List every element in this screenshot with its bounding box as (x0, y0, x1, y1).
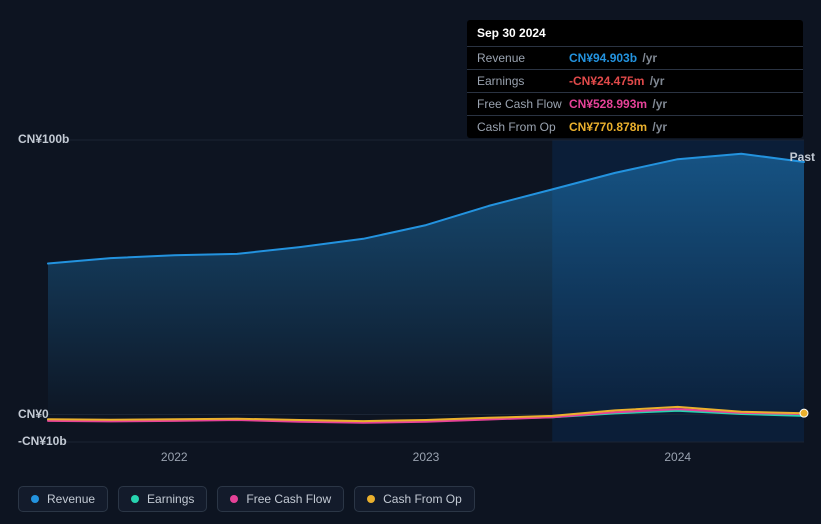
tooltip-row-value: CN¥528.993m /yr (569, 97, 667, 111)
chart-legend: Revenue Earnings Free Cash Flow Cash From O… (18, 486, 475, 512)
x-axis-tick: 2023 (413, 450, 440, 464)
tooltip-row-value: CN¥770.878m /yr (569, 120, 667, 134)
y-axis-tick: CN¥0 (18, 407, 49, 421)
tooltip-row-label: Cash From Op (477, 120, 569, 134)
legend-item-label: Cash From Op (383, 492, 462, 506)
legend-item-earnings[interactable]: Earnings (118, 486, 207, 512)
tooltip-row: Cash From OpCN¥770.878m /yr (467, 116, 803, 138)
tooltip-row-label: Revenue (477, 51, 569, 65)
legend-item-label: Revenue (47, 492, 95, 506)
legend-item-label: Free Cash Flow (246, 492, 331, 506)
tooltip-row-value: -CN¥24.475m /yr (569, 74, 664, 88)
legend-dot-icon (31, 495, 39, 503)
x-axis-tick: 2022 (161, 450, 188, 464)
past-label: Past (790, 150, 815, 164)
tooltip-row: RevenueCN¥94.903b /yr (467, 47, 803, 70)
legend-item-fcf[interactable]: Free Cash Flow (217, 486, 344, 512)
legend-item-label: Earnings (147, 492, 194, 506)
legend-dot-icon (131, 495, 139, 503)
legend-item-revenue[interactable]: Revenue (18, 486, 108, 512)
y-axis-tick: CN¥100b (18, 132, 69, 146)
legend-dot-icon (230, 495, 238, 503)
legend-item-cfo[interactable]: Cash From Op (354, 486, 475, 512)
chart-tooltip: Sep 30 2024 RevenueCN¥94.903b /yrEarning… (467, 20, 803, 138)
tooltip-row-label: Free Cash Flow (477, 97, 569, 111)
financials-chart: Sep 30 2024 RevenueCN¥94.903b /yrEarning… (0, 0, 821, 524)
tooltip-date: Sep 30 2024 (467, 20, 803, 47)
tooltip-row: Free Cash FlowCN¥528.993m /yr (467, 93, 803, 116)
legend-dot-icon (367, 495, 375, 503)
tooltip-row-value: CN¥94.903b /yr (569, 51, 657, 65)
y-axis-tick: -CN¥10b (18, 434, 67, 448)
tooltip-row: Earnings-CN¥24.475m /yr (467, 70, 803, 93)
x-axis-tick: 2024 (664, 450, 691, 464)
tooltip-row-label: Earnings (477, 74, 569, 88)
